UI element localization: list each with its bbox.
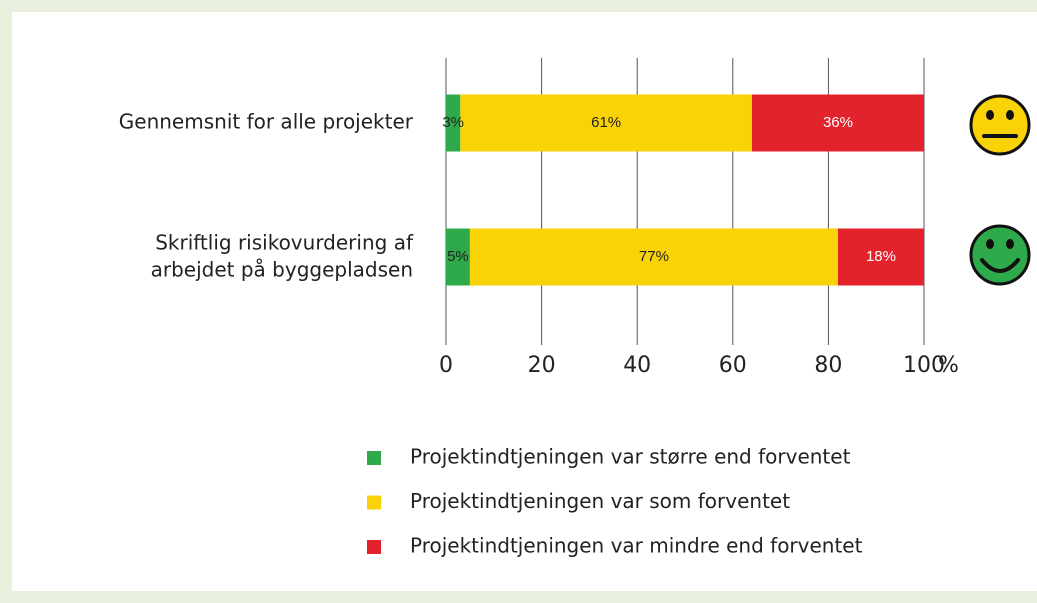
x-tick-label: 0 xyxy=(439,353,453,378)
legend-swatch xyxy=(367,540,381,554)
x-tick-label: 40 xyxy=(623,353,651,378)
legend-label: Projektindtjeningen var som forventet xyxy=(410,489,790,513)
smiley-neutral xyxy=(969,94,1031,156)
value-label: 77% xyxy=(639,248,669,265)
x-tick-label: 60 xyxy=(719,353,747,378)
x-tick-label: 100 xyxy=(903,353,945,378)
legend-label: Projektindtjeningen var større end forve… xyxy=(410,445,851,469)
legend-swatch xyxy=(367,495,381,510)
x-tick-label: 20 xyxy=(528,353,556,378)
x-tick-label: 80 xyxy=(814,353,842,378)
x-axis-unit: % xyxy=(938,353,959,378)
legend-swatch xyxy=(367,451,381,465)
bar-segment xyxy=(751,94,924,152)
bar-segment xyxy=(469,228,838,286)
value-label: 36% xyxy=(823,114,853,131)
value-label: 61% xyxy=(591,114,621,131)
bar-segment xyxy=(837,228,924,286)
value-label: 18% xyxy=(866,248,896,265)
legend-label: Projektindtjeningen var mindre end forve… xyxy=(410,534,863,558)
value-label: 3% xyxy=(442,114,464,131)
smiley-happy xyxy=(969,224,1031,286)
bar-segment xyxy=(446,94,461,152)
value-label: 5% xyxy=(447,248,469,265)
category-label: Gennemsnit for alle projekter xyxy=(119,110,414,134)
bar-segment xyxy=(460,94,752,152)
category-label: Skriftlig risikovurdering af arbejdet på … xyxy=(151,230,414,281)
bar-segment xyxy=(446,228,470,286)
